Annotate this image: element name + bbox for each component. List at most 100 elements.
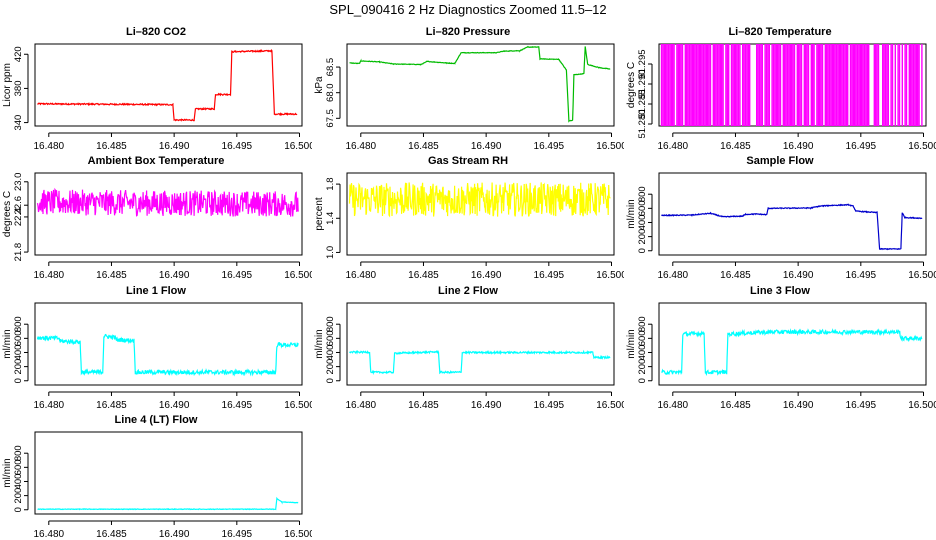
x-tick-label: 16.495 bbox=[534, 141, 565, 152]
x-tick-label: 16.500 bbox=[284, 141, 312, 152]
y-tick-label: 400 bbox=[637, 215, 648, 231]
y-axis-label: ml/min bbox=[314, 329, 325, 358]
x-tick-label: 16.485 bbox=[96, 529, 127, 540]
series-line-4-lt-flow bbox=[37, 496, 299, 511]
y-tick-label: 800 bbox=[325, 316, 336, 332]
x-tick-label: 16.500 bbox=[596, 141, 624, 152]
y-tick-label: 200 bbox=[13, 488, 24, 504]
x-tick-label: 16.480 bbox=[33, 529, 64, 540]
series-gas-stream-rh bbox=[348, 182, 611, 218]
y-tick-label: 400 bbox=[325, 345, 336, 361]
y-tick-label: 51.295 bbox=[637, 49, 648, 78]
y-tick-label: 0 bbox=[13, 378, 24, 383]
series-ambient-box-temperature bbox=[36, 187, 299, 217]
chart-svg: 16.480 16.485 16.490 16.495 16.500 0 200400600… bbox=[626, 172, 936, 281]
x-tick-label: 16.500 bbox=[908, 400, 936, 411]
x-tick-label: 16.485 bbox=[408, 270, 439, 281]
plot-frame bbox=[658, 172, 927, 256]
x-tick-label: 16.485 bbox=[408, 400, 439, 411]
chart-svg: 16.480 16.485 16.490 16.495 16.500 0 200400600… bbox=[2, 431, 312, 540]
plot-frame bbox=[346, 43, 615, 127]
y-tick-label: 22.6 bbox=[13, 196, 24, 215]
y-tick-label: 51.280 bbox=[637, 109, 648, 138]
y-tick-label: 800 bbox=[13, 445, 24, 461]
y-axis-label: ml/min bbox=[2, 458, 13, 487]
main-title: SPL_090416 2 Hz Diagnostics Zoomed 11.5–… bbox=[329, 2, 607, 17]
y-tick-label: 600 bbox=[637, 330, 648, 346]
plot-frame bbox=[658, 302, 927, 386]
chart-title: Line 1 Flow bbox=[126, 285, 186, 297]
y-tick-label: 400 bbox=[637, 345, 648, 361]
plot-frame bbox=[34, 302, 303, 386]
x-tick-label: 16.485 bbox=[720, 270, 751, 281]
y-tick-label: 68.0 bbox=[325, 83, 336, 102]
x-tick-label: 16.500 bbox=[908, 141, 936, 152]
x-tick-label: 16.495 bbox=[846, 400, 877, 411]
chart-panel-li-820-pressure: Li–820 Pressure 16.480 16.485 16.490 16.495 1… bbox=[312, 26, 624, 158]
x-tick-label: 16.490 bbox=[471, 141, 502, 152]
chart-svg: 16.480 16.485 16.490 16.495 16.500 340 380 420L… bbox=[2, 43, 312, 152]
y-tick-label: 600 bbox=[13, 459, 24, 475]
x-tick-label: 16.485 bbox=[96, 270, 127, 281]
y-axis-label: degrees C bbox=[626, 62, 637, 108]
y-tick-label: 23.0 bbox=[13, 173, 24, 191]
x-tick-label: 16.480 bbox=[345, 270, 376, 281]
chart-panel-gas-stream-rh: Gas Stream RH 16.480 16.485 16.490 16.495 16.… bbox=[312, 155, 624, 285]
y-axis-label: Licor ppm bbox=[2, 63, 13, 107]
x-tick-label: 16.495 bbox=[222, 270, 253, 281]
plot-frame bbox=[34, 431, 303, 515]
x-tick-label: 16.480 bbox=[33, 141, 64, 152]
chart-panel-line-1-flow: Line 1 Flow 16.480 16.485 16.490 16.495 16.50… bbox=[0, 285, 312, 415]
y-axis-label: kPa bbox=[314, 76, 325, 94]
x-tick-label: 16.495 bbox=[222, 529, 253, 540]
y-tick-label: 200 bbox=[325, 359, 336, 375]
chart-title: Line 4 (LT) Flow bbox=[114, 414, 198, 426]
x-tick-label: 16.485 bbox=[720, 141, 751, 152]
y-tick-label: 800 bbox=[637, 186, 648, 202]
y-axis-label: degrees C bbox=[2, 191, 13, 237]
plot-frame bbox=[346, 172, 615, 256]
x-tick-label: 16.490 bbox=[159, 141, 190, 152]
plot-frame bbox=[34, 43, 303, 127]
series-li-820-co2 bbox=[37, 49, 298, 122]
x-tick-label: 16.480 bbox=[345, 400, 376, 411]
y-tick-label: 1.8 bbox=[325, 177, 336, 190]
chart-title: Li–820 CO2 bbox=[126, 26, 186, 38]
y-axis-label: ml/min bbox=[2, 329, 13, 358]
y-tick-label: 1.4 bbox=[325, 212, 336, 225]
y-tick-label: 340 bbox=[13, 115, 24, 131]
chart-panel-line-4-lt-flow: Line 4 (LT) Flow 16.480 16.485 16.490 16.495… bbox=[0, 414, 312, 540]
x-tick-label: 16.485 bbox=[720, 400, 751, 411]
y-tick-label: 68.5 bbox=[325, 58, 336, 77]
series-sample-flow bbox=[661, 203, 923, 251]
x-tick-label: 16.480 bbox=[657, 400, 688, 411]
y-tick-label: 0 bbox=[13, 507, 24, 512]
x-tick-label: 16.495 bbox=[846, 141, 877, 152]
y-tick-label: 51.290 bbox=[637, 69, 648, 98]
y-tick-label: 22.4 bbox=[13, 208, 24, 227]
y-tick-label: 400 bbox=[13, 474, 24, 490]
chart-panel-li-820-co2: Li–820 CO2 16.480 16.485 16.490 16.495 16.500… bbox=[0, 26, 312, 158]
chart-title: Li–820 Pressure bbox=[425, 26, 511, 38]
chart-title: Ambient Box Temperature bbox=[87, 155, 225, 167]
y-tick-label: 0 bbox=[325, 378, 336, 383]
series-li-820-pressure bbox=[349, 45, 611, 123]
chart-svg: 16.480 16.485 16.490 16.495 16.500 0 200400600… bbox=[626, 302, 936, 411]
plot-frame bbox=[346, 302, 615, 386]
chart-svg: 16.480 16.485 16.490 16.495 16.500 1.0 1.4 1.8p… bbox=[314, 172, 624, 281]
x-tick-label: 16.495 bbox=[222, 141, 253, 152]
series-li-820-temperature bbox=[660, 44, 923, 126]
x-tick-label: 16.495 bbox=[222, 400, 253, 411]
chart-panel-ambient-box-temperature: Ambient Box Temperature 16.480 16.485 16.49… bbox=[0, 155, 312, 285]
x-tick-label: 16.490 bbox=[471, 270, 502, 281]
x-tick-label: 16.495 bbox=[534, 270, 565, 281]
y-tick-label: 0 bbox=[637, 248, 648, 253]
y-tick-label: 420 bbox=[13, 46, 24, 62]
plot-frame bbox=[34, 172, 303, 256]
chart-title: Line 3 Flow bbox=[750, 285, 810, 297]
x-tick-label: 16.495 bbox=[534, 400, 565, 411]
y-axis-label: ml/min bbox=[626, 199, 637, 228]
chart-panel-line-2-flow: Line 2 Flow 16.480 16.485 16.490 16.495 16.50… bbox=[312, 285, 624, 415]
y-axis-label: ml/min bbox=[626, 329, 637, 358]
x-tick-label: 16.490 bbox=[159, 270, 190, 281]
